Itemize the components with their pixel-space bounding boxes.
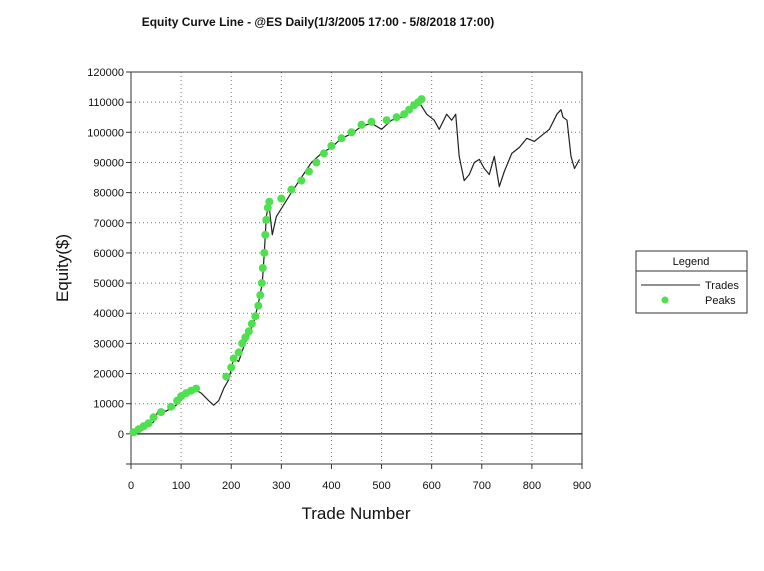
y-tick-label: 10000 <box>93 399 124 411</box>
peak-point <box>287 185 296 194</box>
x-tick-label: 100 <box>172 480 190 492</box>
y-tick-label: 50000 <box>93 278 124 290</box>
peak-point <box>304 167 313 176</box>
peak-point <box>257 279 266 288</box>
peak-point <box>149 413 158 422</box>
peak-point <box>337 134 346 143</box>
y-axis-tick-labels: 0 10000 20000 30000 40000 50000 60000 70000 8000… <box>87 67 124 441</box>
x-tick-label: 700 <box>473 480 491 492</box>
peak-point <box>319 149 328 158</box>
chart-title: Equity Curve Line - @ES Daily(1/3/2005 1… <box>142 15 495 29</box>
x-tick-label: 500 <box>372 480 390 492</box>
peak-point <box>357 120 366 129</box>
peak-point <box>229 354 238 363</box>
peak-point <box>258 264 267 272</box>
peak-point <box>297 176 306 185</box>
y-tick-label: 70000 <box>93 218 124 230</box>
peak-point <box>234 348 243 357</box>
x-tick-label: 0 <box>128 480 134 492</box>
x-tick-label: 900 <box>573 480 591 492</box>
grid <box>131 72 582 464</box>
peak-point <box>192 384 201 393</box>
peak-point <box>417 95 426 104</box>
y-tick-label: 110000 <box>88 97 124 109</box>
series-trades <box>130 101 581 435</box>
legend-trades-label: Trades <box>705 280 739 292</box>
peak-point <box>157 408 166 417</box>
y-tick-label: 100000 <box>87 127 124 139</box>
peak-point <box>238 339 247 348</box>
peak-point <box>144 419 153 428</box>
x-tick-label: 800 <box>523 480 541 492</box>
legend-peaks-label: Peaks <box>705 295 736 307</box>
trades-line <box>130 101 581 435</box>
peak-point <box>262 215 271 224</box>
peak-point <box>247 319 256 328</box>
y-tick-label: 20000 <box>93 369 124 381</box>
peak-point <box>260 248 269 257</box>
x-tick-label: 400 <box>322 480 340 492</box>
peak-point <box>277 194 286 203</box>
peak-point <box>263 203 272 212</box>
y-tick-label: 30000 <box>93 338 124 350</box>
peak-point <box>251 312 260 321</box>
peak-point <box>254 301 263 310</box>
peak-point <box>265 197 274 206</box>
peak-point <box>227 363 236 372</box>
y-tick-label: 60000 <box>93 248 124 260</box>
peak-point <box>312 158 321 167</box>
y-axis-label: Equity($) <box>53 234 72 302</box>
peak-point <box>392 113 401 122</box>
peak-point <box>241 333 250 342</box>
y-tick-label: 90000 <box>93 157 124 169</box>
x-tick-label: 300 <box>272 480 290 492</box>
x-axis-tick-labels: 0 100 200 300 400 500 600 700 800 900 <box>128 480 591 492</box>
y-tick-label: 0 <box>118 429 124 441</box>
series-peaks <box>129 95 426 437</box>
y-tick-label: 120000 <box>87 67 124 79</box>
legend-title: Legend <box>673 256 710 268</box>
peak-point <box>244 327 253 336</box>
peak-point <box>367 117 376 126</box>
peak-point <box>347 128 356 137</box>
legend: Legend Trades Peaks <box>635 250 748 314</box>
peak-point <box>382 116 391 125</box>
peak-point <box>222 372 231 381</box>
x-axis-label: Trade Number <box>302 504 411 523</box>
peak-point <box>256 291 265 300</box>
peak-point <box>167 402 176 411</box>
peak-point <box>261 230 270 239</box>
y-tick-label: 80000 <box>93 188 124 200</box>
legend-peaks-swatch <box>661 296 669 304</box>
x-tick-label: 600 <box>422 480 440 492</box>
y-tick-label: 40000 <box>93 308 124 320</box>
legend-box <box>635 250 748 314</box>
plot-area-frame <box>130 71 583 465</box>
peak-point <box>327 141 336 150</box>
x-tick-label: 200 <box>222 480 240 492</box>
